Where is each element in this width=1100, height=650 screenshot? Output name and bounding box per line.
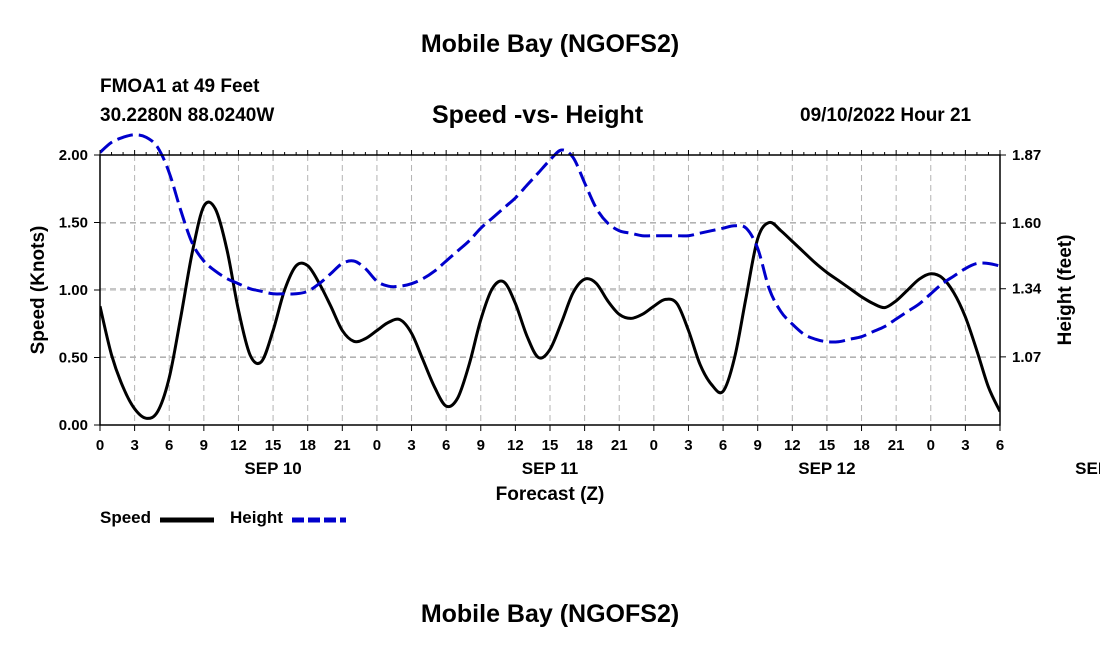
x-tick-label: 0 (373, 437, 381, 454)
x-axis-label: Forecast (Z) (496, 484, 605, 505)
series-layer (100, 133, 1000, 420)
x-date-label: SEP 13 (1075, 459, 1100, 478)
x-tick-label: 6 (165, 437, 173, 454)
x-tick-label: 21 (611, 437, 628, 454)
x-tick-label: 18 (853, 437, 870, 454)
y2-tick-label: 1.34 (1012, 281, 1042, 298)
x-tick-label: 9 (477, 437, 485, 454)
x-tick-label: 3 (130, 437, 138, 454)
x-tick-label: 15 (819, 437, 836, 454)
page-title: Mobile Bay (NGOFS2) (420, 30, 680, 58)
y-axis-label: Speed (Knots) (28, 226, 49, 355)
x-date-label: SEP 10 (244, 459, 301, 478)
y-tick-label: 0.50 (59, 350, 88, 367)
x-tick-label: 3 (407, 437, 415, 454)
x-tick-label: 6 (442, 437, 450, 454)
legend-swatch-height (292, 517, 346, 523)
station-coordinates: 30.2280N 88.0240W (100, 105, 275, 126)
legend-label-speed: Speed (100, 508, 152, 527)
legend-label-height: Height (230, 508, 283, 527)
forecast-datetime: 09/10/2022 Hour 21 (800, 105, 972, 126)
series-line-speed (100, 200, 1000, 420)
x-tick-label: 12 (230, 437, 247, 454)
x-date-label: SEP 12 (798, 459, 855, 478)
x-tick-label: 18 (576, 437, 593, 454)
x-tick-label: 21 (888, 437, 905, 454)
y-tick-label: 1.00 (59, 282, 88, 299)
axes: 0 3 6 9 12 15 18 21 0 3 6 9 12 15 18 21 0 3 6 9 12 15 18 21 0 3 6 S… (59, 147, 1100, 478)
x-tick-label: 9 (754, 437, 762, 454)
legend-swatch-speed (160, 517, 214, 523)
x-date-label: SEP 11 (522, 459, 578, 478)
x-tick-label: 15 (265, 437, 282, 454)
x-tick-label: 3 (684, 437, 692, 454)
station-label: FMOA1 at 49 Feet (100, 76, 260, 97)
y-tick-label: 0.00 (59, 417, 88, 434)
x-tick-label: 12 (784, 437, 801, 454)
y2-axis-label: Height (feet) (1055, 235, 1076, 346)
y2-tick-label: 1.60 (1012, 215, 1041, 232)
x-tick-label: 0 (650, 437, 658, 454)
footer-title: Mobile Bay (NGOFS2) (420, 600, 680, 628)
y2-tick-label: 1.87 (1012, 147, 1041, 164)
y2-tick-label: 1.07 (1012, 349, 1041, 366)
x-tick-label: 6 (996, 437, 1004, 454)
x-tick-label: 0 (927, 437, 935, 454)
x-tick-label: 3 (961, 437, 969, 454)
chart-title: Speed -vs- Height (432, 101, 644, 129)
x-tick-label: 12 (507, 437, 524, 454)
x-tick-label: 9 (200, 437, 208, 454)
series-line-height (100, 133, 1000, 344)
y-tick-label: 1.50 (59, 215, 88, 232)
x-tick-label: 15 (542, 437, 559, 454)
x-tick-label: 18 (299, 437, 316, 454)
x-tick-label: 6 (719, 437, 727, 454)
y-tick-label: 2.00 (59, 147, 88, 164)
x-tick-label: 21 (334, 437, 351, 454)
x-tick-label: 0 (96, 437, 104, 454)
